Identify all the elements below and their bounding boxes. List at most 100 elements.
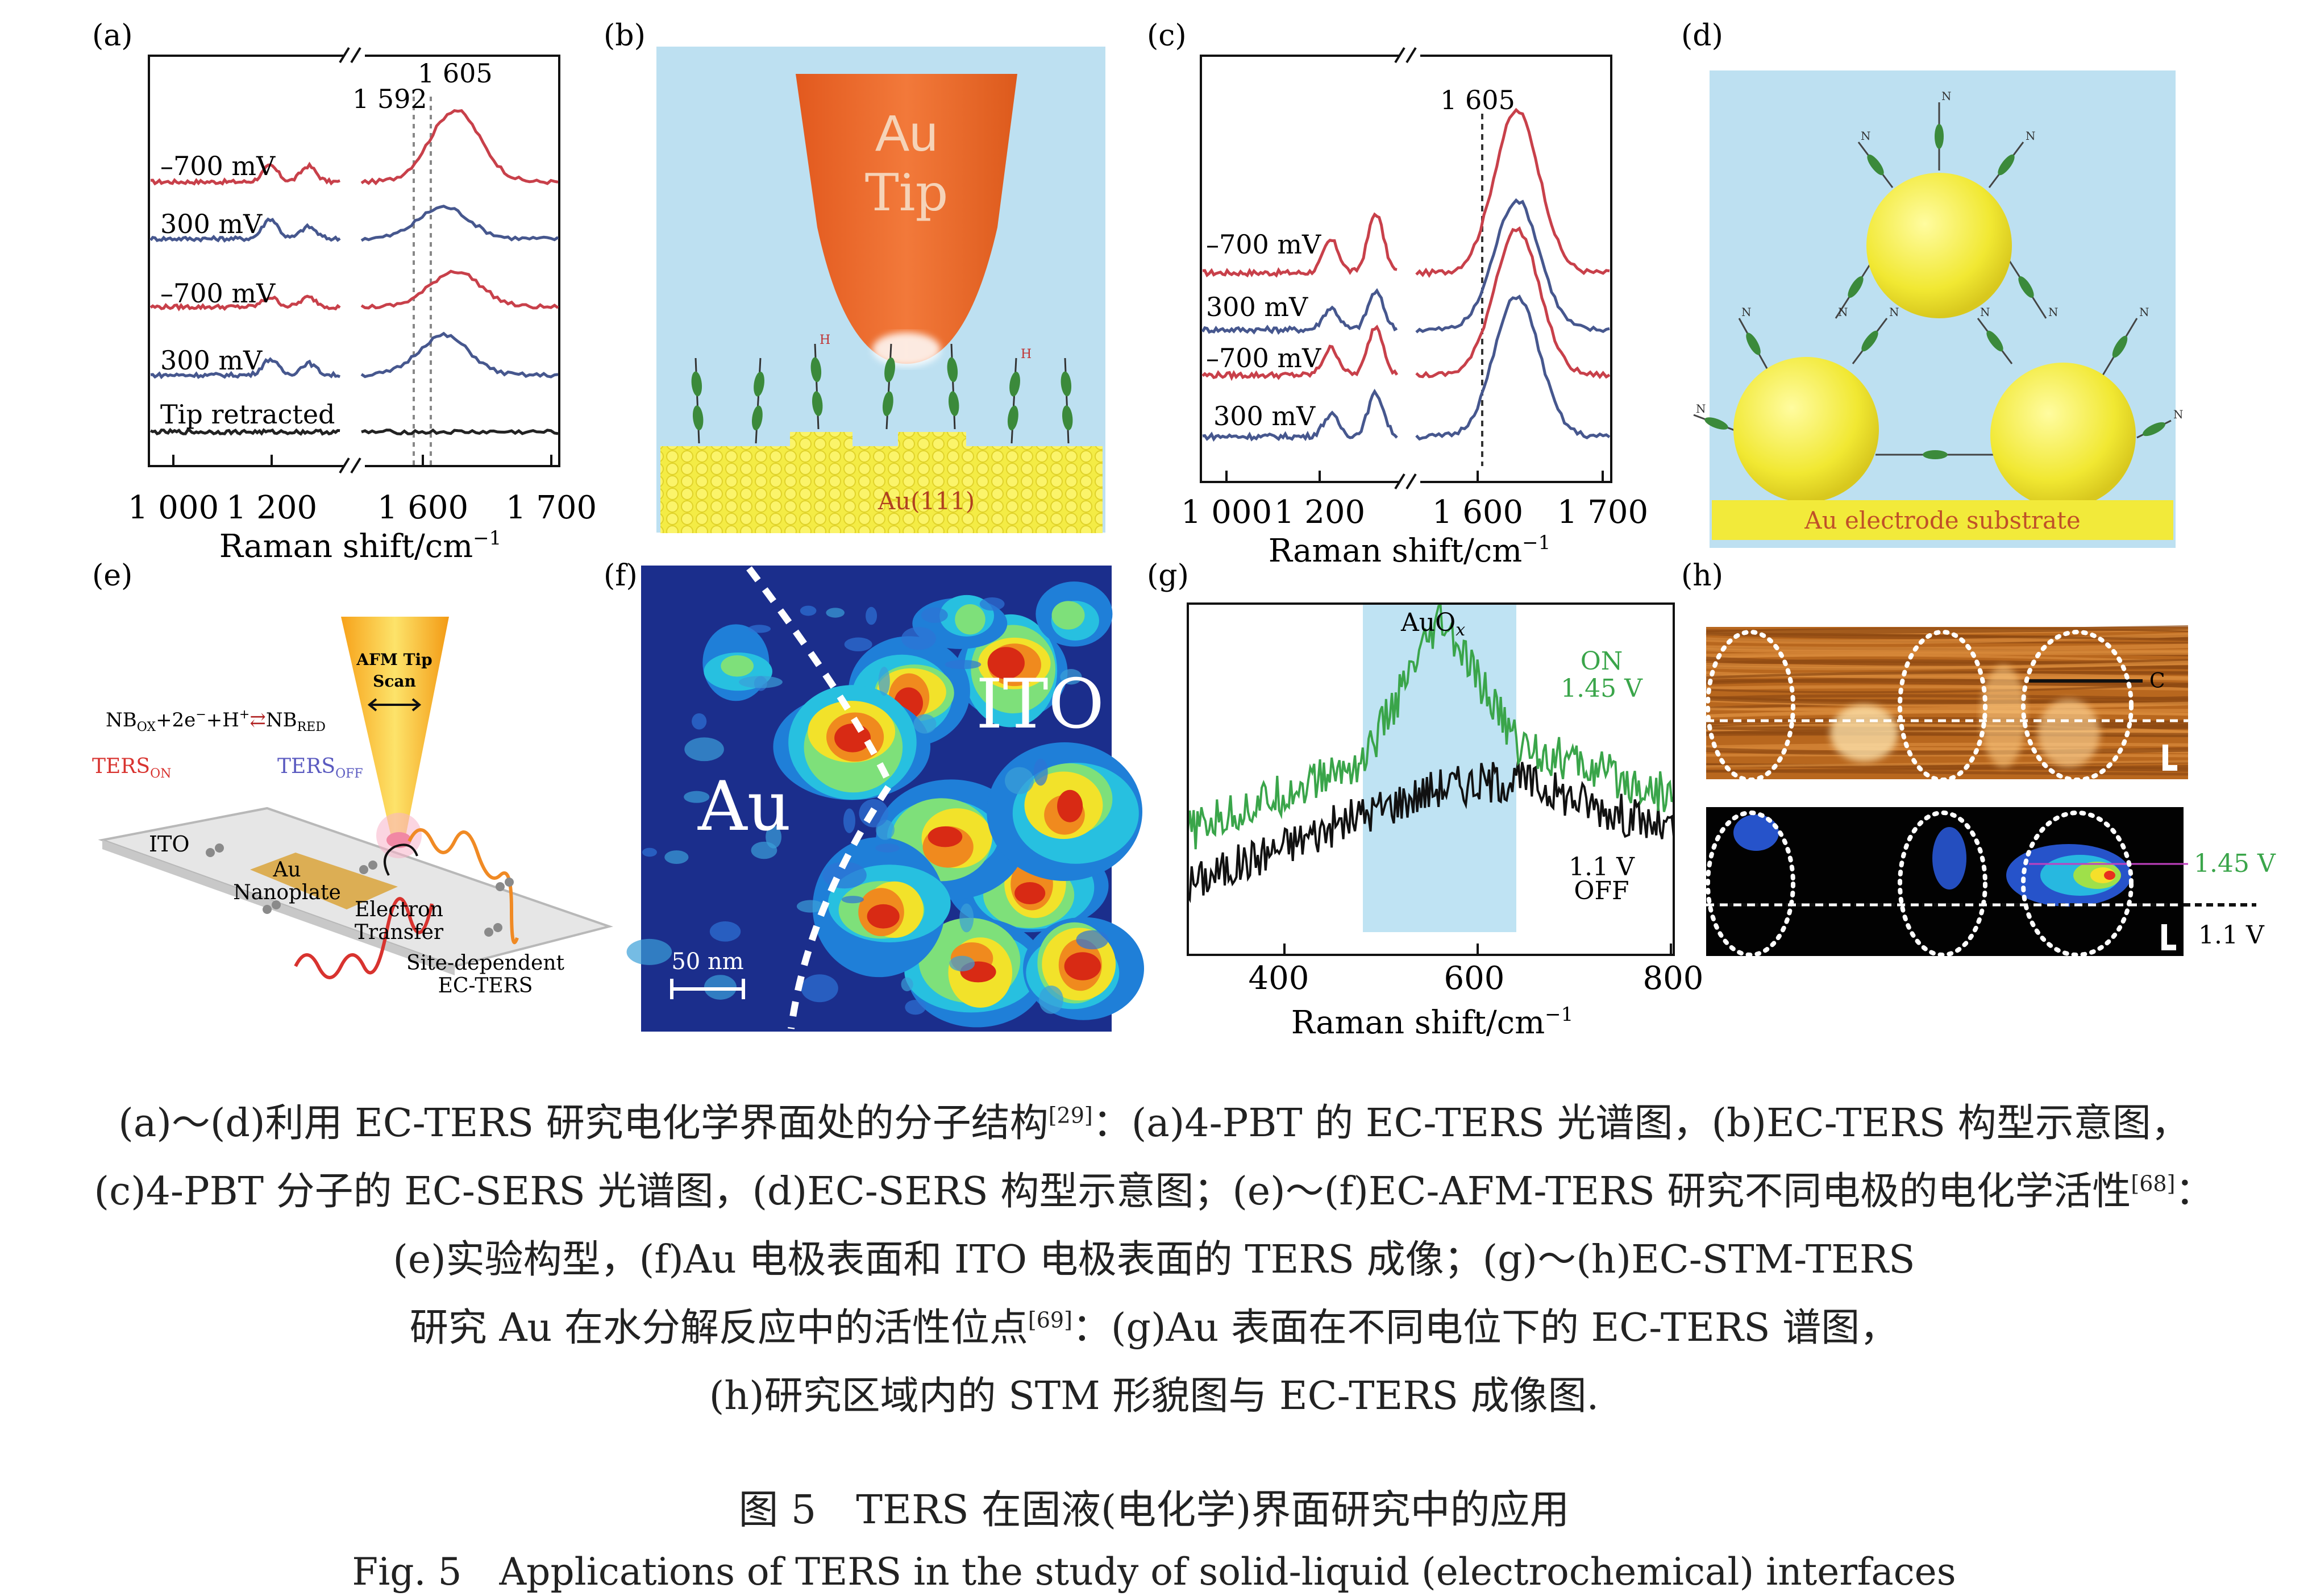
spectrum-g-1: [1187, 759, 1675, 904]
spectrum-a-traces-3-seg0: [149, 294, 341, 311]
stm-stripe: [1706, 643, 2189, 651]
panel-h: (h) C 1.45 V 1.1 V: [1681, 559, 2276, 957]
peak-label-c-1605: 1 605: [1440, 85, 1515, 115]
map-noise: [684, 791, 710, 803]
panel-g: (g) AuOx ON 1.45 V 1.1 V OFF 400 600 800…: [1147, 559, 1703, 1041]
molecule-n-label: N: [1941, 89, 1952, 103]
map-noise: [949, 955, 975, 971]
spectrum-a-traces-4-seg0: [150, 357, 341, 380]
caption-line-5: (h)研究区域内的 STM 形貌图与 EC-TERS 成像图.: [709, 1374, 1599, 1419]
map-noise: [800, 605, 817, 616]
tick-c-1700: 1 700: [1557, 494, 1648, 531]
afm-tip-label: AFM Tip: [356, 650, 432, 669]
panel-a-xlabel: Raman shift/cm−1: [219, 527, 502, 565]
stm-stripe: [1706, 724, 2189, 731]
panel-f: (f) ITO Au 50 nm: [604, 559, 1145, 1032]
figure-title-cn: 图 5 TERS 在固液(电化学)界面研究中的应用: [738, 1486, 1570, 1533]
panel-g-xticks: 400 600 800: [1249, 960, 1704, 997]
stm-stripe: [1706, 683, 2189, 693]
caption-line-1: (a)～(d)利用 EC-TERS 研究电化学界面处的分子结构[29]：(a)4…: [118, 1101, 2190, 1146]
molecule-n-label: N: [1889, 305, 1899, 319]
map-noise: [751, 841, 777, 859]
panel-c: (c) 1 605 –700 mV 300 mV –700 mV 300 mV …: [1147, 19, 1648, 570]
panel-c-tick-marks: [1225, 471, 1604, 482]
panel-b-label: (b): [604, 19, 646, 53]
trace-label-c-4: 300 mV: [1213, 401, 1316, 431]
spectrum-c-traces-4-seg1: [1415, 294, 1611, 441]
axis-break-c-top: [1394, 47, 1417, 64]
map-noise: [1076, 930, 1109, 950]
scale-bar-h-bottom: [2161, 924, 2176, 950]
map-noise: [913, 714, 937, 734]
molecule-n-label: N: [1696, 402, 1706, 415]
panel-g-tick-marks: [1283, 944, 1672, 955]
map-noise: [905, 1000, 926, 1015]
map-noise: [709, 921, 741, 942]
trace-label-a-5: Tip retracted: [160, 399, 335, 430]
site-dependent-label-1: Site-dependent: [406, 951, 565, 975]
ito-label-e: ITO: [149, 832, 190, 857]
panel-b-molecules: HH: [691, 333, 1073, 444]
figure-title-en: Fig. 5 Applications of TERS in the study…: [352, 1550, 1956, 1594]
panel-a-trace-labels: –700 mV 300 mV –700 mV 300 mV Tip retrac…: [160, 151, 335, 430]
panel-a-tick-marks: [172, 455, 552, 466]
profile-label-c: C: [2149, 670, 2165, 693]
axis-break-c-bottom: [1394, 473, 1417, 490]
peak-label-1592: 1 592: [352, 84, 427, 114]
panel-d-label: (d): [1681, 19, 1723, 53]
map-noise: [844, 637, 872, 651]
caption-line-3: (e)实验构型，(f)Au 电极表面和 ITO 电极表面的 TERS 成像；(g…: [393, 1237, 1915, 1282]
spectrum-c-traces-3-seg0: [1201, 325, 1399, 381]
hotspot: [834, 724, 871, 753]
trace-label-c-3: –700 mV: [1206, 343, 1321, 373]
map-noise: [684, 737, 724, 762]
panel-g-label: (g): [1147, 559, 1189, 593]
scale-bar-label: 50 nm: [671, 949, 743, 975]
panel-a-xticks: 1 000 1 200 1 600 1 700: [128, 489, 597, 526]
map-noise: [875, 843, 900, 853]
map-noise: [878, 666, 890, 696]
map-noise: [664, 850, 689, 864]
map-noise: [979, 597, 1005, 611]
stm-stripe: [1706, 625, 2189, 634]
trace-label-a-4: 300 mV: [160, 345, 263, 376]
map-noise: [843, 808, 855, 833]
ters-off-wave: [407, 828, 519, 945]
peak-label-1605: 1 605: [418, 58, 493, 89]
au-electrode-label: Au electrode substrate: [1804, 506, 2081, 534]
au111-label: Au(111): [878, 487, 975, 515]
trace-label-a-2: 300 mV: [160, 209, 263, 239]
au-electrode-substrate: [1712, 500, 2173, 540]
panel-e: (e) AFM Tip Scan NBOX+2e−+H+⇄NBRED TERSO…: [92, 559, 613, 998]
panel-a-label: (a): [92, 19, 133, 53]
axis-break-a-top: [339, 47, 361, 64]
panel-b: (b) Au Tip Au(111) HH: [604, 19, 1105, 533]
potential-label-11: 1.1 V: [2198, 921, 2265, 950]
spectrum-a-traces-1-seg1: [360, 109, 559, 186]
panel-g-axes: [1187, 602, 1675, 956]
au-nanoplate: [250, 853, 398, 909]
hotspot: [955, 604, 985, 635]
stm-stripe: [1706, 660, 2189, 671]
map-noise: [901, 977, 913, 991]
tick-c-1600: 1 600: [1432, 494, 1523, 531]
panel-c-traces: [1201, 107, 1611, 442]
region-ellipses: [1706, 630, 2134, 957]
spectrum-a-traces-5-seg1: [361, 428, 559, 435]
auox-label: AuOx: [1400, 608, 1465, 640]
map-noise: [959, 903, 974, 933]
tick-c-1200: 1 200: [1274, 494, 1365, 531]
ters-off-label: TERSOFF: [277, 755, 363, 781]
au-nanoplate-label-2: Nanoplate: [233, 881, 341, 904]
spectrum-c-traces-1-seg1: [1415, 107, 1610, 279]
spectrum-g-2: [1187, 603, 1675, 850]
scale-bar: [670, 979, 745, 999]
caption-line-4: 研究 Au 在水分解反应中的活性位点[69]：(g)Au 表面在不同电位下的 E…: [409, 1306, 1899, 1350]
au-tip: [796, 74, 1017, 364]
afm-scan-label: Scan: [373, 672, 416, 691]
scan-arrow: [367, 698, 422, 712]
map-noise: [1033, 758, 1048, 786]
panel-d-molecules: NNNNNNNNNNNN: [1693, 89, 2184, 459]
stm-stripe: [1706, 671, 2189, 680]
au-nanoparticle-top: [1866, 173, 2012, 318]
